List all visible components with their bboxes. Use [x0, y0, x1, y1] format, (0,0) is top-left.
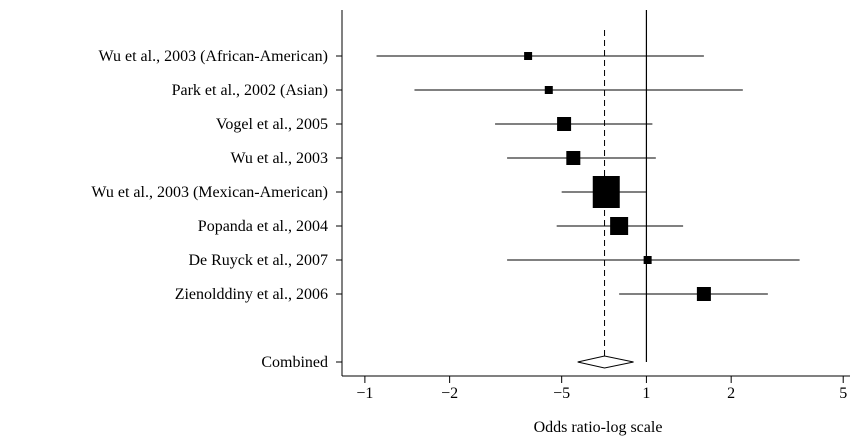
point-estimate — [592, 176, 620, 208]
point-estimate — [524, 52, 533, 60]
study-label: Popanda et al., 2004 — [198, 218, 328, 235]
study-label: Wu et al., 2003 (African-American) — [99, 48, 328, 65]
point-estimate — [610, 217, 629, 235]
x-tick-label: −1 — [356, 385, 373, 402]
study-label: Wu et al., 2003 (Mexican-American) — [91, 184, 328, 201]
study-label: De Ruyck et al., 2007 — [188, 252, 328, 269]
study-rows: Wu et al., 2003 (African-American) Park e… — [91, 48, 800, 371]
x-tick-label: 5 — [839, 385, 847, 402]
study-row: De Ruyck et al., 2007 — [188, 252, 800, 269]
combined-label: Combined — [261, 354, 328, 371]
x-tick-label: 1 — [642, 385, 650, 402]
point-estimate — [566, 151, 581, 165]
study-label: Vogel et al., 2005 — [216, 116, 328, 133]
study-row: Popanda et al., 2004 — [198, 217, 684, 235]
study-row: Wu et al., 2003 (Mexican-American) — [91, 176, 647, 208]
reference-lines — [604, 10, 648, 362]
study-label: Park et al., 2002 (Asian) — [172, 82, 328, 99]
x-tick-label: 2 — [727, 385, 735, 402]
study-row: Wu et al., 2003 (African-American) — [99, 48, 704, 65]
x-tick-label: −5 — [553, 385, 570, 402]
point-estimate — [643, 256, 652, 264]
combined-diamond — [577, 355, 634, 369]
study-label: Wu et al., 2003 — [230, 150, 328, 167]
x-axis-title: Odds ratio-log scale — [534, 419, 663, 436]
study-row: Wu et al., 2003 — [230, 150, 656, 167]
combined-row: Combined — [261, 354, 634, 371]
point-estimate — [696, 287, 711, 301]
study-row: Park et al., 2002 (Asian) — [172, 82, 743, 99]
point-estimate — [544, 86, 553, 94]
study-row: Zienolddiny et al., 2006 — [175, 286, 768, 303]
point-estimate — [557, 117, 572, 131]
axes — [341, 10, 850, 377]
study-label: Zienolddiny et al., 2006 — [175, 286, 328, 303]
study-row: Vogel et al., 2005 — [216, 116, 653, 133]
x-tick-label: −2 — [441, 385, 458, 402]
x-axis-ticks: −1 −2 −5 1 2 5 — [356, 376, 847, 402]
